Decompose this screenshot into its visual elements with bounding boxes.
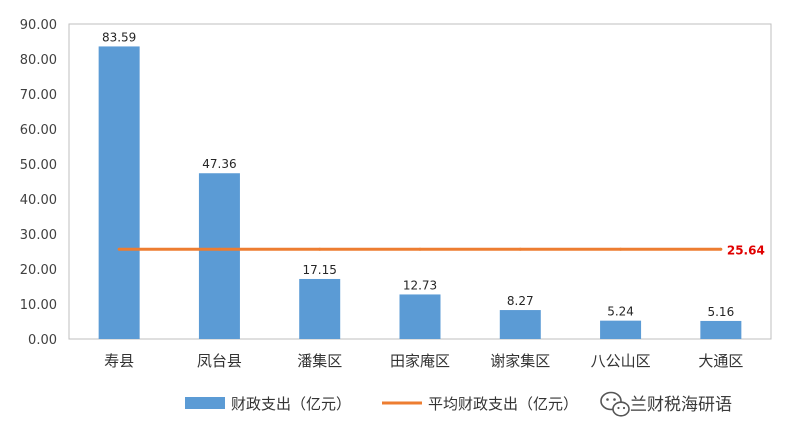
- y-tick-label: 70.00: [20, 88, 57, 103]
- bar-series: [98, 46, 742, 340]
- y-tick-label: 0.00: [28, 333, 57, 348]
- average-line-point: [619, 247, 623, 251]
- y-tick-label: 10.00: [20, 298, 57, 313]
- bar-data-label: 83.59: [102, 30, 136, 44]
- legend-label-bar: 财政支出（亿元）: [231, 395, 351, 413]
- bar-data-label: 12.73: [403, 278, 437, 292]
- x-category-label: 凤台县: [197, 352, 242, 370]
- bar-data-label: 17.15: [303, 263, 337, 277]
- average-line-point: [719, 247, 723, 251]
- bar: [499, 310, 541, 339]
- x-category-label: 八公山区: [591, 352, 651, 370]
- bar: [299, 278, 341, 339]
- legend: 财政支出（亿元） 平均财政支出（亿元）: [185, 395, 578, 413]
- x-category-label: 大通区: [698, 352, 743, 370]
- bar: [98, 46, 140, 340]
- legend-label-line: 平均财政支出（亿元）: [428, 395, 578, 413]
- average-line-point: [418, 247, 422, 251]
- average-line-point: [217, 247, 221, 251]
- average-line-point: [518, 247, 522, 251]
- y-tick-label: 20.00: [20, 263, 57, 278]
- bar-data-label: 5.24: [607, 305, 634, 319]
- y-tick-label: 30.00: [20, 228, 57, 243]
- y-axis-ticks: 0.00 10.00 20.00 30.00 40.00 50.00 60.00 70.00 8…: [20, 18, 57, 348]
- x-category-label: 寿县: [104, 352, 134, 370]
- x-category-label: 田家庵区: [390, 352, 450, 370]
- average-line-series: 25.64: [117, 243, 765, 257]
- bar: [399, 294, 441, 339]
- y-tick-label: 90.00: [20, 18, 57, 33]
- wechat-icon: [600, 391, 630, 417]
- watermark: 兰财税海研语: [600, 391, 732, 417]
- bar-data-label: 47.36: [202, 157, 236, 171]
- bar-data-label: 5.16: [707, 305, 734, 319]
- average-data-label: 25.64: [727, 243, 765, 257]
- x-category-label: 谢家集区: [490, 352, 550, 370]
- y-tick-label: 60.00: [20, 123, 57, 138]
- y-tick-label: 80.00: [20, 53, 57, 68]
- watermark-text: 兰财税海研语: [630, 395, 732, 415]
- bar: [700, 320, 742, 339]
- y-tick-label: 50.00: [20, 158, 57, 173]
- data-labels: 83.59 47.36 17.15 12.73 8.27 5.24 5.16: [102, 30, 734, 319]
- bar-data-label: 8.27: [507, 294, 534, 308]
- x-category-label: 潘集区: [297, 352, 342, 370]
- x-axis-categories: 寿县 凤台县 潘集区 田家庵区 谢家集区 八公山区 大通区: [104, 352, 743, 370]
- average-line-point: [117, 247, 121, 251]
- legend-swatch-bar: [185, 397, 225, 409]
- bar: [198, 173, 240, 339]
- y-tick-label: 40.00: [20, 193, 57, 208]
- bar: [600, 320, 642, 339]
- average-line-point: [318, 247, 322, 251]
